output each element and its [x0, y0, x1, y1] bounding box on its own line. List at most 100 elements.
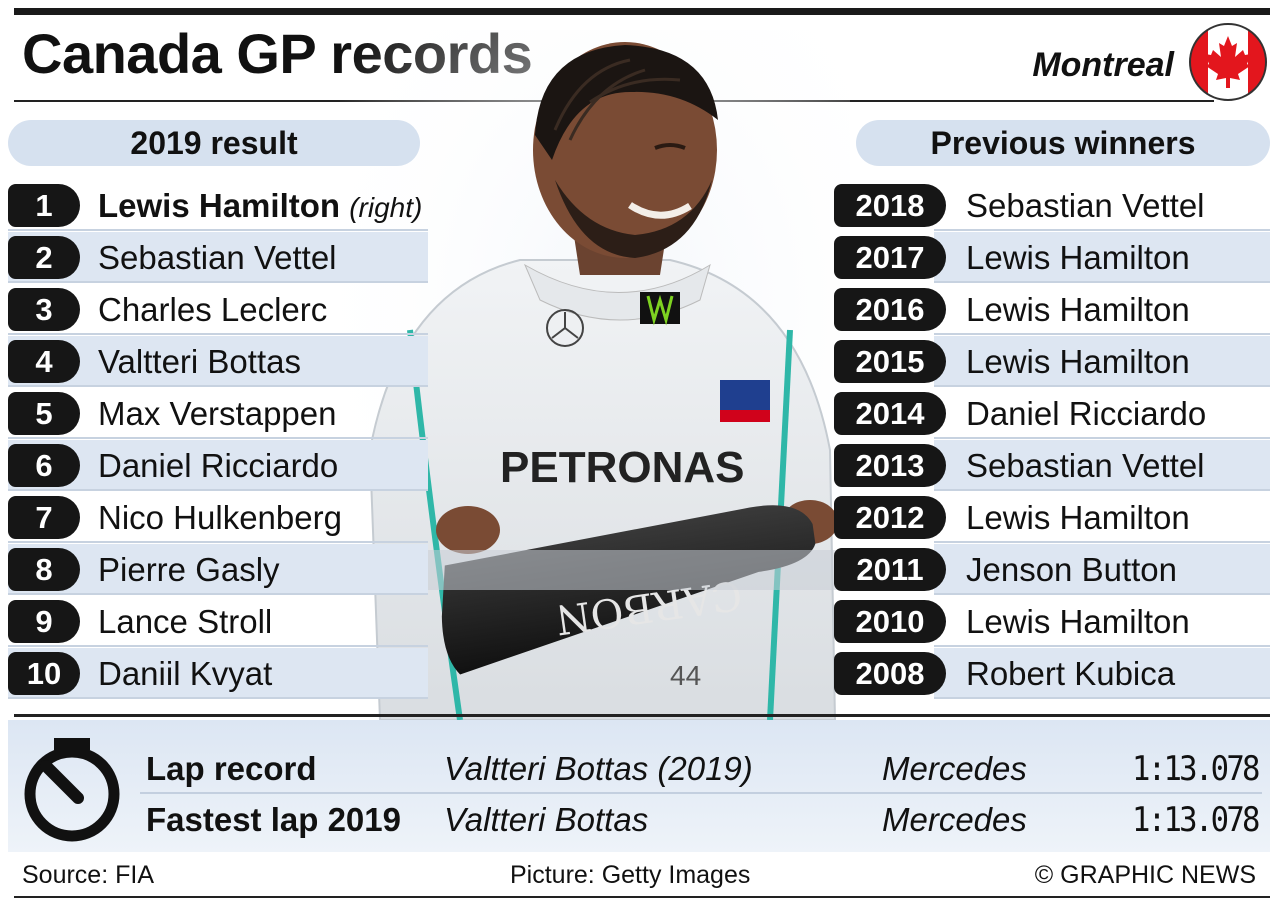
lap-record-label: Lap record — [146, 750, 317, 787]
position-badge: 8 — [8, 548, 80, 591]
fastest-lap-time: 1:13.078 — [1132, 800, 1260, 840]
winner-name: Sebastian Vettel — [966, 187, 1205, 224]
lap-records-panel — [8, 720, 1270, 852]
result-row: 4 Valtteri Bottas — [8, 336, 428, 387]
canada-flag-icon — [1189, 23, 1267, 101]
winner-row: 2013 Sebastian Vettel — [834, 440, 1270, 491]
suit-petronas-text: PETRONAS — [500, 443, 744, 492]
driver-name-text: Lewis Hamilton — [98, 187, 341, 224]
row-rule — [8, 593, 428, 595]
result-row: 9 Lance Stroll — [8, 596, 428, 647]
winner-row: 2010 Lewis Hamilton — [834, 596, 1270, 647]
year-badge: 2014 — [834, 392, 946, 435]
winner-row: 2014 Daniel Ricciardo — [834, 388, 1270, 439]
row-rule — [8, 697, 428, 699]
row-rule — [934, 645, 1270, 647]
driver-name: Pierre Gasly — [98, 551, 280, 588]
row-stripe — [934, 440, 1270, 490]
driver-name: Daniil Kvyat — [98, 655, 273, 692]
winner-name: Lewis Hamilton — [966, 499, 1190, 536]
row-stripe — [934, 336, 1270, 386]
driver-photo: PETRONAS CARBON 44 — [340, 30, 850, 720]
driver-name: Valtteri Bottas — [98, 343, 301, 380]
position-badge: 10 — [8, 652, 80, 695]
year-badge: 2010 — [834, 600, 946, 643]
winner-name: Jenson Button — [966, 551, 1177, 588]
result-row: 8 Pierre Gasly — [8, 544, 428, 595]
row-rule — [934, 489, 1270, 491]
winner-row: 2008 Robert Kubica — [834, 648, 1270, 699]
result-row: 3 Charles Leclerc — [8, 284, 428, 335]
row-rule — [934, 333, 1270, 335]
driver-name: Lewis Hamilton (right) — [98, 187, 423, 224]
position-badge: 1 — [8, 184, 80, 227]
position-badge: 5 — [8, 392, 80, 435]
row-rule — [934, 541, 1270, 543]
row-rule — [934, 697, 1270, 699]
winner-row: 2012 Lewis Hamilton — [834, 492, 1270, 543]
year-badge: 2018 — [834, 184, 946, 227]
position-badge: 9 — [8, 600, 80, 643]
row-rule — [934, 385, 1270, 387]
winner-row: 2017 Lewis Hamilton — [834, 232, 1270, 283]
lap-record-driver: Valtteri Bottas (2019) — [444, 750, 753, 787]
result-row: 1 Lewis Hamilton (right) — [8, 180, 428, 231]
row-stripe — [934, 648, 1270, 698]
result-2019-heading: 2019 result — [8, 120, 420, 166]
year-badge: 2016 — [834, 288, 946, 331]
footer-rule — [14, 896, 1270, 898]
row-rule — [934, 593, 1270, 595]
row-stripe — [934, 232, 1270, 282]
year-badge: 2015 — [834, 340, 946, 383]
driver-name: Charles Leclerc — [98, 291, 328, 328]
row-rule — [934, 229, 1270, 231]
driver-name: Lance Stroll — [98, 603, 273, 640]
driver-name: Max Verstappen — [98, 395, 337, 432]
result-row: 7 Nico Hulkenberg — [8, 492, 428, 543]
source-credit: Source: FIA — [22, 861, 154, 889]
year-badge: 2008 — [834, 652, 946, 695]
position-badge: 2 — [8, 236, 80, 279]
winner-name: Lewis Hamilton — [966, 239, 1190, 276]
result-row: 5 Max Verstappen — [8, 388, 428, 439]
lap-record-team: Mercedes — [882, 750, 1027, 787]
winner-name: Sebastian Vettel — [966, 447, 1205, 484]
row-rule — [8, 333, 428, 335]
copyright: © GRAPHIC NEWS — [1034, 861, 1256, 889]
previous-winners-heading: Previous winners — [856, 120, 1270, 166]
driver-name: Daniel Ricciardo — [98, 447, 339, 484]
suit-number: 44 — [670, 660, 701, 691]
position-badge: 6 — [8, 444, 80, 487]
winner-name: Lewis Hamilton — [966, 343, 1190, 380]
position-badge: 4 — [8, 340, 80, 383]
driver-note: (right) — [349, 192, 423, 223]
lap-row-divider — [140, 792, 1262, 794]
year-badge: 2017 — [834, 236, 946, 279]
stopwatch-icon — [24, 738, 120, 842]
row-rule — [8, 541, 428, 543]
fastest-lap-driver: Valtteri Bottas — [444, 801, 649, 838]
position-badge: 7 — [8, 496, 80, 539]
fastest-lap-team: Mercedes — [882, 801, 1027, 838]
winner-name: Lewis Hamilton — [966, 603, 1190, 640]
top-bar — [14, 8, 1270, 15]
row-rule — [8, 281, 428, 283]
result-row: 2 Sebastian Vettel — [8, 232, 428, 283]
fastest-lap-label: Fastest lap 2019 — [146, 801, 401, 838]
year-badge: 2012 — [834, 496, 946, 539]
row-stripe — [934, 544, 1270, 594]
winner-row: 2016 Lewis Hamilton — [834, 284, 1270, 335]
row-rule — [8, 437, 428, 439]
winner-name: Lewis Hamilton — [966, 291, 1190, 328]
result-row: 10 Daniil Kvyat — [8, 648, 428, 699]
row-rule — [934, 281, 1270, 283]
lap-section-divider — [14, 714, 1270, 717]
year-badge: 2013 — [834, 444, 946, 487]
winner-name: Robert Kubica — [966, 655, 1176, 692]
position-badge: 3 — [8, 288, 80, 331]
row-rule — [8, 489, 428, 491]
location-label: Montreal — [1032, 46, 1174, 84]
row-rule — [934, 437, 1270, 439]
lap-record-time: 1:13.078 — [1132, 749, 1260, 789]
winner-row: 2015 Lewis Hamilton — [834, 336, 1270, 387]
